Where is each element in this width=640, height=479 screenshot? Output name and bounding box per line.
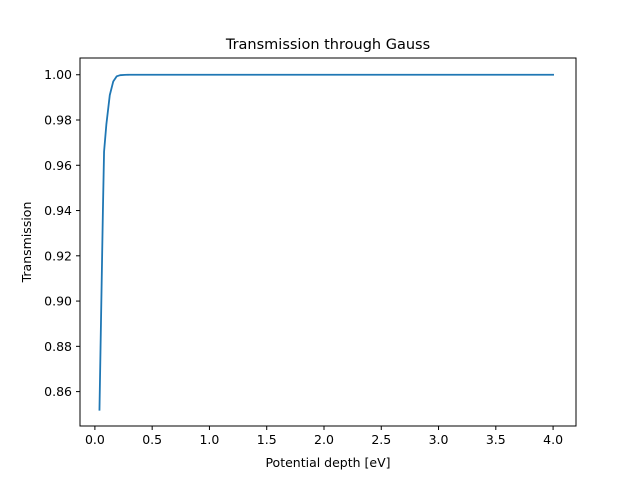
y-tick-label: 0.88 (44, 339, 72, 354)
x-tick-label: 3.0 (429, 432, 449, 447)
plot-area: 0.0 0.5 1.0 1.5 2.0 2.5 3.0 3.5 4.0 0.86 0.88 0.90 0… (44, 57, 577, 447)
y-tick-label: 0.96 (44, 158, 72, 173)
y-tick-label: 0.90 (44, 294, 72, 309)
y-tick-label: 0.98 (44, 113, 72, 128)
x-tick-label: 0.0 (85, 432, 105, 447)
x-tick-label: 4.0 (543, 432, 563, 447)
x-tick-label: 3.5 (486, 432, 506, 447)
axes-frame (79, 57, 577, 427)
y-tick-label: 0.86 (44, 384, 72, 399)
y-tick-label: 0.92 (44, 248, 72, 263)
x-tick-label: 1.5 (257, 432, 277, 447)
y-tick-label: 0.94 (44, 203, 72, 218)
y-tick-label: 1.00 (44, 67, 72, 82)
x-tick-label: 2.0 (314, 432, 334, 447)
chart-title: Transmission through Gauss (225, 37, 430, 53)
x-tick-label: 0.5 (142, 432, 162, 447)
x-tick-label: 2.5 (371, 432, 391, 447)
y-axis-label: Transmission (19, 202, 34, 284)
series-line-0 (98, 73, 554, 411)
x-tick-label: 1.0 (199, 432, 219, 447)
x-axis-label: Potential depth [eV] (265, 455, 390, 470)
